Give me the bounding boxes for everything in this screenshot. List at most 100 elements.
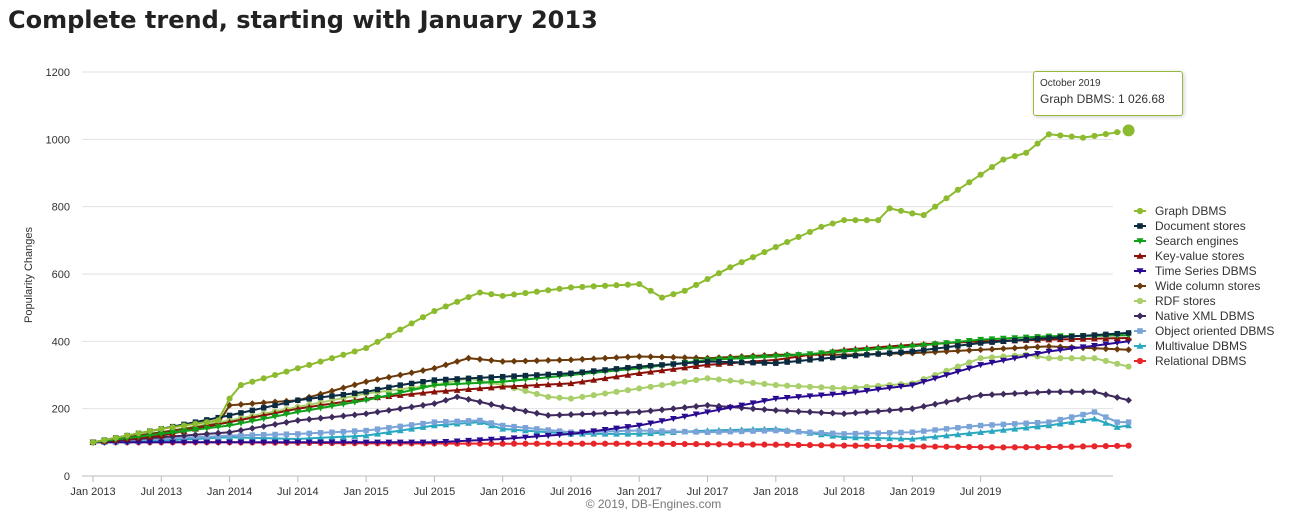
data-point[interactable] — [317, 358, 324, 365]
data-point[interactable] — [214, 424, 222, 431]
data-point[interactable] — [317, 394, 324, 401]
data-point[interactable] — [169, 439, 177, 446]
data-point[interactable] — [476, 355, 484, 363]
data-point[interactable] — [385, 428, 393, 435]
data-point[interactable] — [704, 429, 711, 435]
data-point[interactable] — [989, 422, 995, 428]
data-point[interactable] — [898, 349, 904, 355]
data-point[interactable] — [408, 369, 416, 377]
data-point[interactable] — [977, 444, 984, 451]
data-point[interactable] — [977, 346, 985, 354]
data-point[interactable] — [795, 383, 802, 390]
data-point[interactable] — [761, 354, 768, 361]
data-point[interactable] — [1068, 345, 1076, 352]
data-point[interactable] — [693, 376, 700, 384]
data-point[interactable] — [909, 443, 916, 450]
data-point[interactable] — [1057, 334, 1064, 340]
data-point[interactable] — [864, 430, 870, 437]
data-point[interactable] — [977, 355, 984, 362]
data-point[interactable] — [738, 355, 746, 362]
data-point[interactable] — [670, 428, 677, 435]
data-point[interactable] — [533, 390, 540, 397]
data-point[interactable] — [670, 380, 677, 387]
data-point[interactable] — [1034, 388, 1041, 396]
data-point[interactable] — [499, 440, 506, 447]
data-point[interactable] — [385, 332, 392, 339]
data-point[interactable] — [852, 217, 859, 224]
data-point[interactable] — [443, 376, 449, 383]
data-point[interactable] — [226, 439, 233, 446]
data-point[interactable] — [465, 375, 472, 382]
data-point[interactable] — [943, 344, 950, 350]
data-point[interactable] — [988, 336, 996, 343]
data-point[interactable] — [795, 394, 802, 401]
data-point[interactable] — [943, 443, 950, 450]
data-point[interactable] — [544, 381, 552, 388]
data-point[interactable] — [1023, 336, 1029, 343]
data-point[interactable] — [510, 377, 518, 385]
data-point[interactable] — [578, 378, 586, 385]
data-point[interactable] — [533, 357, 541, 365]
data-point[interactable] — [487, 401, 495, 408]
data-point[interactable] — [852, 409, 859, 417]
data-point[interactable] — [954, 431, 962, 438]
data-point[interactable] — [203, 439, 211, 446]
data-point[interactable] — [192, 426, 199, 434]
data-point[interactable] — [499, 292, 506, 299]
data-point[interactable] — [659, 362, 665, 368]
data-point[interactable] — [192, 420, 199, 427]
data-point[interactable] — [339, 412, 347, 420]
data-point[interactable] — [601, 409, 609, 417]
data-point[interactable] — [921, 347, 927, 353]
data-point[interactable] — [1114, 129, 1121, 136]
data-point[interactable] — [396, 371, 404, 379]
data-point[interactable] — [499, 425, 507, 432]
data-point[interactable] — [499, 358, 507, 365]
data-point[interactable] — [795, 428, 802, 435]
data-point[interactable] — [613, 440, 620, 447]
series-graph-dbms[interactable] — [89, 127, 1132, 446]
data-point[interactable] — [579, 440, 586, 447]
data-point[interactable] — [340, 391, 347, 398]
data-point[interactable] — [1057, 443, 1064, 450]
data-point[interactable] — [248, 439, 256, 446]
data-point[interactable] — [476, 289, 483, 296]
data-point[interactable] — [157, 439, 165, 446]
data-point[interactable] — [397, 423, 403, 430]
data-point[interactable] — [966, 423, 972, 430]
data-point[interactable] — [1068, 333, 1075, 340]
data-point[interactable] — [738, 441, 745, 448]
data-point[interactable] — [545, 393, 552, 400]
data-point[interactable] — [886, 345, 893, 352]
data-point[interactable] — [852, 389, 859, 396]
data-point[interactable] — [920, 434, 928, 441]
legend-item-multivalue-dbms[interactable]: Multivalue DBMS — [1134, 339, 1247, 353]
data-point[interactable] — [692, 411, 700, 418]
data-point[interactable] — [897, 344, 905, 351]
data-point[interactable] — [704, 275, 711, 283]
data-point[interactable] — [931, 348, 939, 356]
data-point[interactable] — [1080, 134, 1087, 141]
data-point[interactable] — [647, 407, 655, 415]
data-point[interactable] — [692, 362, 700, 370]
data-point[interactable] — [578, 429, 586, 436]
data-point[interactable] — [420, 420, 426, 427]
data-point[interactable] — [169, 424, 176, 431]
data-point[interactable] — [875, 442, 882, 450]
data-point[interactable] — [499, 373, 506, 380]
data-point[interactable] — [681, 378, 688, 385]
data-point[interactable] — [636, 427, 642, 434]
data-point[interactable] — [829, 391, 837, 398]
data-point[interactable] — [1056, 347, 1064, 354]
legend-marker[interactable] — [1136, 357, 1144, 365]
data-point[interactable] — [511, 291, 518, 298]
data-point[interactable] — [499, 422, 506, 429]
data-point[interactable] — [89, 439, 97, 446]
data-point[interactable] — [635, 408, 643, 416]
data-point[interactable] — [180, 422, 188, 429]
data-point[interactable] — [556, 440, 563, 447]
data-point[interactable] — [886, 350, 893, 356]
data-point[interactable] — [476, 440, 483, 447]
data-point[interactable] — [328, 413, 336, 421]
data-point[interactable] — [339, 433, 347, 440]
